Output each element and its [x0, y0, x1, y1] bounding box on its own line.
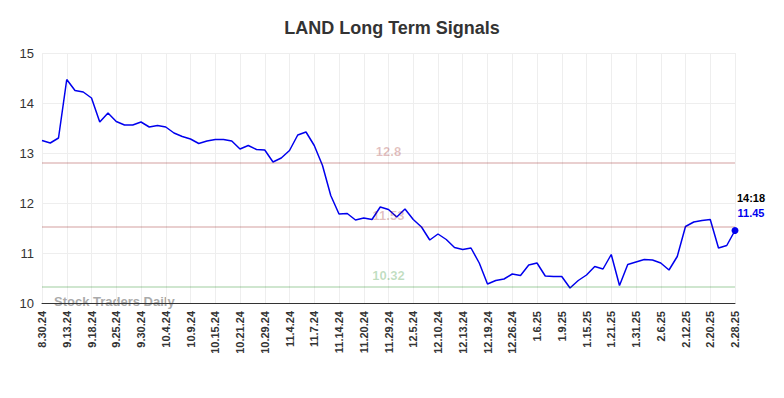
svg-text:11.45: 11.45	[738, 207, 765, 219]
svg-text:11.4.24: 11.4.24	[284, 310, 296, 347]
svg-text:9.30.24: 9.30.24	[135, 310, 147, 348]
svg-text:2.6.25: 2.6.25	[655, 311, 667, 342]
svg-text:10.32: 10.32	[372, 268, 405, 283]
svg-text:14: 14	[20, 96, 34, 111]
svg-text:1.6.25: 1.6.25	[531, 311, 543, 342]
svg-text:15: 15	[20, 46, 34, 61]
svg-text:10.9.24: 10.9.24	[185, 310, 197, 348]
svg-text:11: 11	[21, 246, 35, 261]
svg-text:10: 10	[20, 296, 34, 311]
svg-text:11.14.24: 11.14.24	[333, 310, 345, 353]
svg-text:Stock Traders Daily: Stock Traders Daily	[54, 294, 175, 309]
svg-text:9.18.24: 9.18.24	[86, 310, 98, 348]
svg-text:2.20.25: 2.20.25	[704, 311, 716, 348]
svg-text:10.29.24: 10.29.24	[259, 310, 271, 354]
svg-text:12.5.24: 12.5.24	[407, 310, 419, 348]
svg-text:12.13.24: 12.13.24	[457, 310, 469, 354]
svg-text:12.10.24: 12.10.24	[432, 310, 444, 354]
svg-text:1.21.25: 1.21.25	[605, 311, 617, 348]
svg-text:9.25.24: 9.25.24	[110, 310, 122, 348]
svg-text:2.12.25: 2.12.25	[680, 311, 692, 348]
svg-text:10.21.24: 10.21.24	[234, 310, 246, 354]
svg-text:11.7.24: 11.7.24	[308, 310, 320, 347]
svg-text:11.53: 11.53	[373, 208, 405, 223]
svg-text:11.29.24: 11.29.24	[383, 310, 395, 353]
svg-text:12: 12	[20, 196, 34, 211]
svg-text:LAND Long Term Signals: LAND Long Term Signals	[284, 18, 500, 38]
svg-text:1.31.25: 1.31.25	[630, 311, 642, 348]
svg-text:10.4.24: 10.4.24	[160, 310, 172, 348]
svg-text:11.20.24: 11.20.24	[358, 310, 370, 353]
svg-text:1.9.25: 1.9.25	[556, 311, 568, 342]
svg-text:12.8: 12.8	[376, 144, 401, 159]
svg-text:13: 13	[20, 146, 34, 161]
svg-text:12.19.24: 12.19.24	[482, 310, 494, 354]
svg-text:8.30.24: 8.30.24	[36, 310, 48, 348]
svg-text:12.26.24: 12.26.24	[506, 310, 518, 354]
svg-text:2.28.25: 2.28.25	[729, 311, 741, 348]
svg-text:9.13.24: 9.13.24	[61, 310, 73, 348]
svg-text:10.15.24: 10.15.24	[209, 310, 221, 354]
svg-text:14:18: 14:18	[737, 192, 765, 204]
svg-text:1.15.25: 1.15.25	[581, 311, 593, 348]
